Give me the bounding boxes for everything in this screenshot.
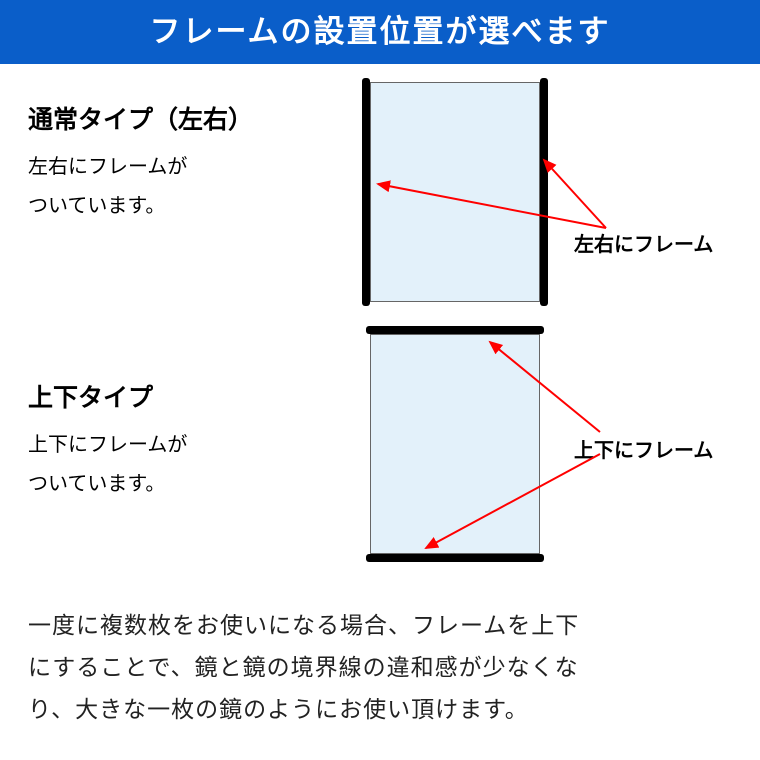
footer-line-3: り、大きな一枚の鏡のようにお使い頂けます。 (28, 688, 579, 730)
lr-frame-left (362, 78, 370, 306)
footer-line-1: 一度に複数枚をお使いになる場合、フレームを上下 (28, 604, 579, 646)
tb-heading: 上下タイプ (28, 378, 187, 414)
tb-desc-1: 上下にフレームが (28, 428, 187, 457)
footer-line-2: にすることで、鏡と鏡の境界線の違和感が少なくな (28, 646, 579, 688)
tb-frame-top (366, 326, 544, 334)
lr-desc-1: 左右にフレームが (28, 150, 253, 179)
footer-paragraph: 一度に複数枚をお使いになる場合、フレームを上下 にすることで、鏡と鏡の境界線の違… (28, 604, 579, 730)
tb-callout: 上下にフレーム (574, 434, 713, 463)
section-lr-text: 通常タイプ（左右） 左右にフレームが ついています。 (28, 100, 253, 228)
lr-desc-2: ついています。 (28, 189, 253, 218)
lr-heading: 通常タイプ（左右） (28, 100, 253, 136)
lr-frame-right (540, 78, 548, 306)
lr-callout: 左右にフレーム (574, 228, 713, 257)
tb-mirror-diagram (370, 334, 540, 554)
header-banner: フレームの設置位置が選べます (0, 0, 760, 64)
lr-mirror-diagram (370, 82, 540, 302)
header-title: フレームの設置位置が選べます (149, 14, 610, 49)
tb-frame-bottom (366, 554, 544, 562)
tb-desc-2: ついています。 (28, 467, 187, 496)
section-tb-text: 上下タイプ 上下にフレームが ついています。 (28, 378, 187, 506)
